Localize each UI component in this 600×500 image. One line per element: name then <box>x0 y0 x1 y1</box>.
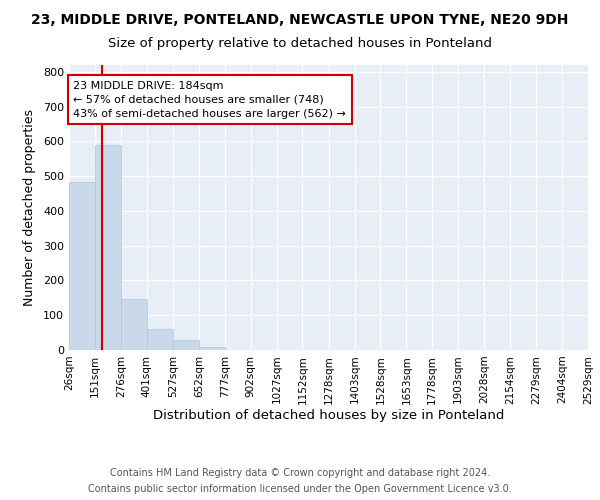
Bar <box>147 329 173 350</box>
Text: Contains public sector information licensed under the Open Government Licence v3: Contains public sector information licen… <box>88 484 512 494</box>
X-axis label: Distribution of detached houses by size in Ponteland: Distribution of detached houses by size … <box>153 409 504 422</box>
Bar <box>199 347 225 350</box>
Y-axis label: Number of detached properties: Number of detached properties <box>23 109 36 306</box>
Bar <box>95 145 121 350</box>
Text: Size of property relative to detached houses in Ponteland: Size of property relative to detached ho… <box>108 38 492 51</box>
Text: 23 MIDDLE DRIVE: 184sqm
← 57% of detached houses are smaller (748)
43% of semi-d: 23 MIDDLE DRIVE: 184sqm ← 57% of detache… <box>73 80 346 118</box>
Bar <box>69 182 95 350</box>
Text: Contains HM Land Registry data © Crown copyright and database right 2024.: Contains HM Land Registry data © Crown c… <box>110 468 490 477</box>
Bar <box>121 298 147 350</box>
Text: 23, MIDDLE DRIVE, PONTELAND, NEWCASTLE UPON TYNE, NE20 9DH: 23, MIDDLE DRIVE, PONTELAND, NEWCASTLE U… <box>31 12 569 26</box>
Bar <box>173 340 199 350</box>
